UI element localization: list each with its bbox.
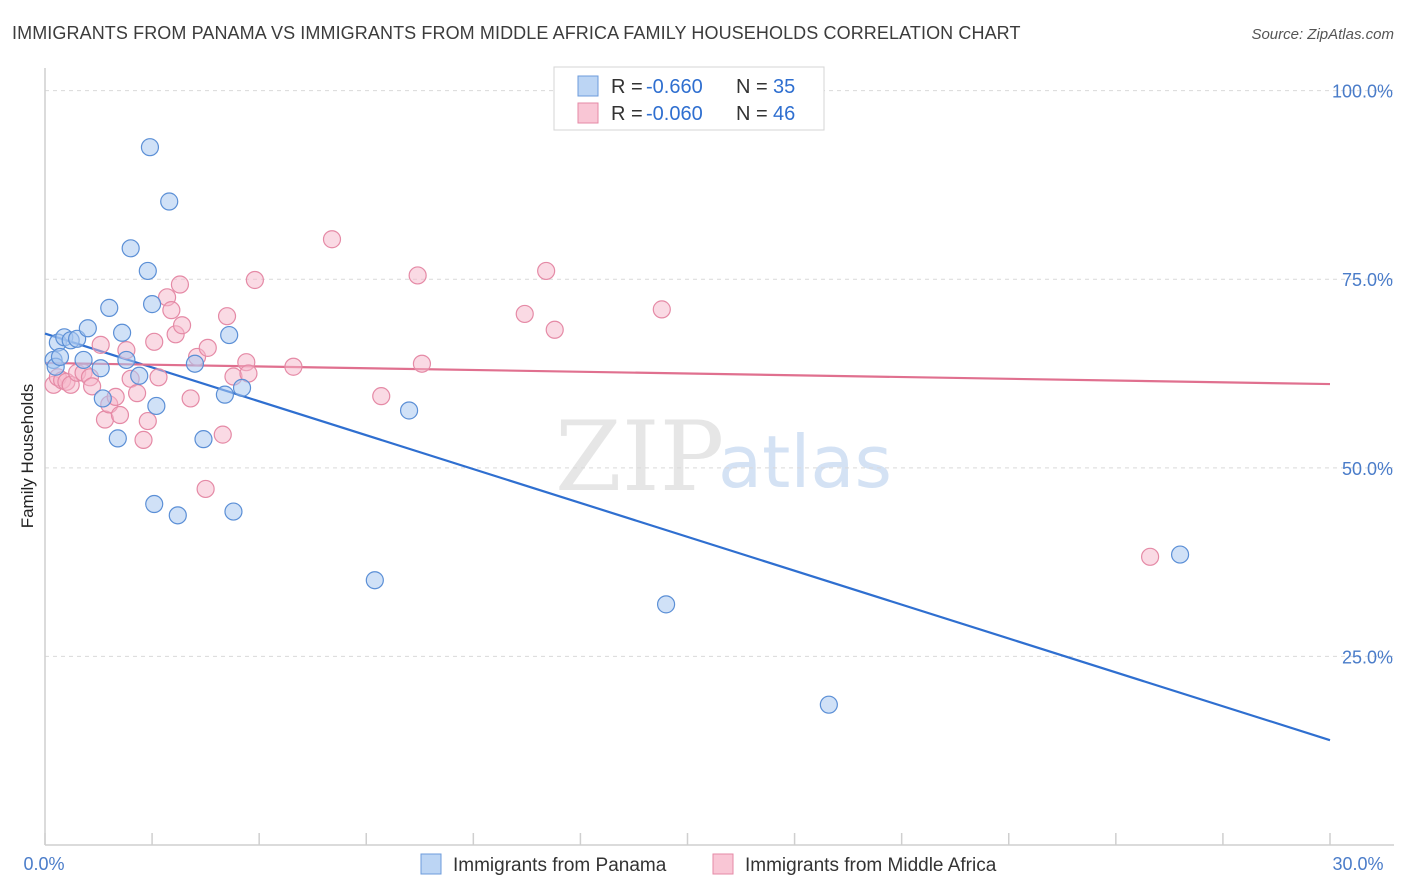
- point-middle-africa[interactable]: [408, 266, 427, 285]
- point-panama[interactable]: [108, 429, 127, 448]
- trend-line-panama: [44, 332, 1331, 742]
- source-label: Source: ZipAtlas.com: [1251, 26, 1394, 43]
- watermark-atlas: atlas: [718, 420, 892, 504]
- point-panama[interactable]: [168, 506, 187, 525]
- point-panama[interactable]: [138, 261, 157, 281]
- point-panama[interactable]: [112, 323, 132, 342]
- point-middle-africa[interactable]: [537, 261, 556, 281]
- point-middle-africa[interactable]: [181, 389, 200, 408]
- y-tick-label: 100.0%: [1332, 82, 1393, 102]
- legend-swatch-panama: [577, 75, 599, 97]
- point-middle-africa[interactable]: [213, 425, 232, 444]
- point-panama[interactable]: [215, 385, 234, 404]
- point-middle-africa[interactable]: [652, 300, 671, 319]
- legend-n-value-panama: 35: [773, 76, 795, 98]
- point-middle-africa[interactable]: [412, 354, 432, 373]
- point-middle-africa[interactable]: [198, 338, 217, 357]
- bottom-legend-label-middle-africa[interactable]: Immigrants from Middle Africa: [745, 855, 997, 876]
- trend-line-middle-africa: [44, 361, 1331, 386]
- trend-lines: [44, 332, 1331, 742]
- bottom-legend-swatch-middle-africa[interactable]: [712, 853, 734, 875]
- point-middle-africa[interactable]: [1140, 547, 1160, 566]
- point-middle-africa[interactable]: [196, 479, 215, 499]
- watermark-zip: ZIP: [555, 401, 724, 513]
- legend-r-value-panama: -0.660: [646, 76, 703, 98]
- point-middle-africa[interactable]: [245, 270, 264, 290]
- point-middle-africa[interactable]: [149, 368, 168, 387]
- point-middle-africa[interactable]: [322, 230, 342, 249]
- point-middle-africa[interactable]: [170, 275, 190, 294]
- point-panama[interactable]: [74, 350, 93, 370]
- point-middle-africa[interactable]: [110, 405, 130, 425]
- point-middle-africa[interactable]: [545, 320, 564, 339]
- legend-r-label-panama: R =: [611, 76, 643, 98]
- point-panama[interactable]: [117, 350, 136, 370]
- point-panama[interactable]: [130, 366, 149, 385]
- point-middle-africa[interactable]: [217, 307, 237, 326]
- point-panama[interactable]: [656, 595, 676, 614]
- legend-n-label-middle-africa: N =: [736, 103, 768, 125]
- scatter-points: [44, 138, 1190, 714]
- point-middle-africa[interactable]: [95, 410, 115, 429]
- point-middle-africa[interactable]: [172, 316, 192, 335]
- x-tick-min: 0.0%: [23, 854, 64, 874]
- point-middle-africa[interactable]: [127, 384, 147, 403]
- point-panama[interactable]: [1170, 545, 1190, 564]
- point-panama[interactable]: [100, 298, 119, 317]
- point-panama[interactable]: [819, 695, 838, 714]
- legend-swatch-middle-africa: [577, 102, 599, 124]
- point-panama[interactable]: [365, 571, 384, 590]
- point-panama[interactable]: [232, 378, 252, 397]
- stats-legend-frame: [553, 66, 825, 131]
- point-middle-africa[interactable]: [284, 357, 303, 376]
- point-middle-africa[interactable]: [162, 301, 181, 320]
- point-middle-africa[interactable]: [515, 304, 534, 324]
- point-panama[interactable]: [160, 192, 179, 211]
- x-tick-marks: [44, 833, 1331, 845]
- point-panama[interactable]: [185, 354, 205, 373]
- point-panama[interactable]: [194, 430, 213, 449]
- legend-r-value-middle-africa: -0.060: [646, 103, 703, 125]
- point-panama[interactable]: [224, 502, 243, 521]
- point-middle-africa[interactable]: [91, 335, 110, 354]
- point-middle-africa[interactable]: [138, 411, 157, 431]
- legend-n-value-middle-africa: 46: [773, 103, 795, 125]
- series-legend: Immigrants from Panama Immigrants from M…: [420, 853, 997, 876]
- stats-legend: R = -0.660 N = 35 R = -0.060 N = 46: [553, 66, 825, 131]
- y-tick-label: 50.0%: [1342, 459, 1393, 479]
- chart-title: IMMIGRANTS FROM PANAMA VS IMMIGRANTS FRO…: [12, 23, 1021, 43]
- point-middle-africa[interactable]: [83, 377, 102, 396]
- bottom-legend-swatch-panama[interactable]: [420, 853, 442, 875]
- point-panama[interactable]: [399, 401, 419, 420]
- y-axis-label: Family Households: [18, 384, 37, 529]
- point-middle-africa[interactable]: [372, 387, 391, 406]
- y-tick-label: 75.0%: [1342, 270, 1393, 290]
- point-panama[interactable]: [220, 325, 239, 345]
- point-panama[interactable]: [140, 138, 160, 157]
- legend-r-label-middle-africa: R =: [611, 103, 643, 125]
- point-panama[interactable]: [121, 239, 140, 258]
- point-panama[interactable]: [142, 295, 162, 314]
- legend-n-label-panama: N =: [736, 76, 768, 98]
- bottom-legend-label-panama[interactable]: Immigrants from Panama: [453, 855, 667, 876]
- point-middle-africa[interactable]: [134, 430, 153, 450]
- x-tick-max: 30.0%: [1332, 854, 1383, 874]
- y-tick-label: 25.0%: [1342, 647, 1393, 667]
- point-panama[interactable]: [91, 359, 110, 378]
- point-panama[interactable]: [93, 389, 112, 408]
- point-panama[interactable]: [78, 319, 97, 338]
- point-panama[interactable]: [50, 347, 70, 367]
- point-middle-africa[interactable]: [145, 332, 164, 351]
- point-panama[interactable]: [147, 396, 166, 416]
- y-tick-labels: 100.0% 75.0% 50.0% 25.0%: [1332, 82, 1393, 668]
- point-panama[interactable]: [145, 494, 164, 514]
